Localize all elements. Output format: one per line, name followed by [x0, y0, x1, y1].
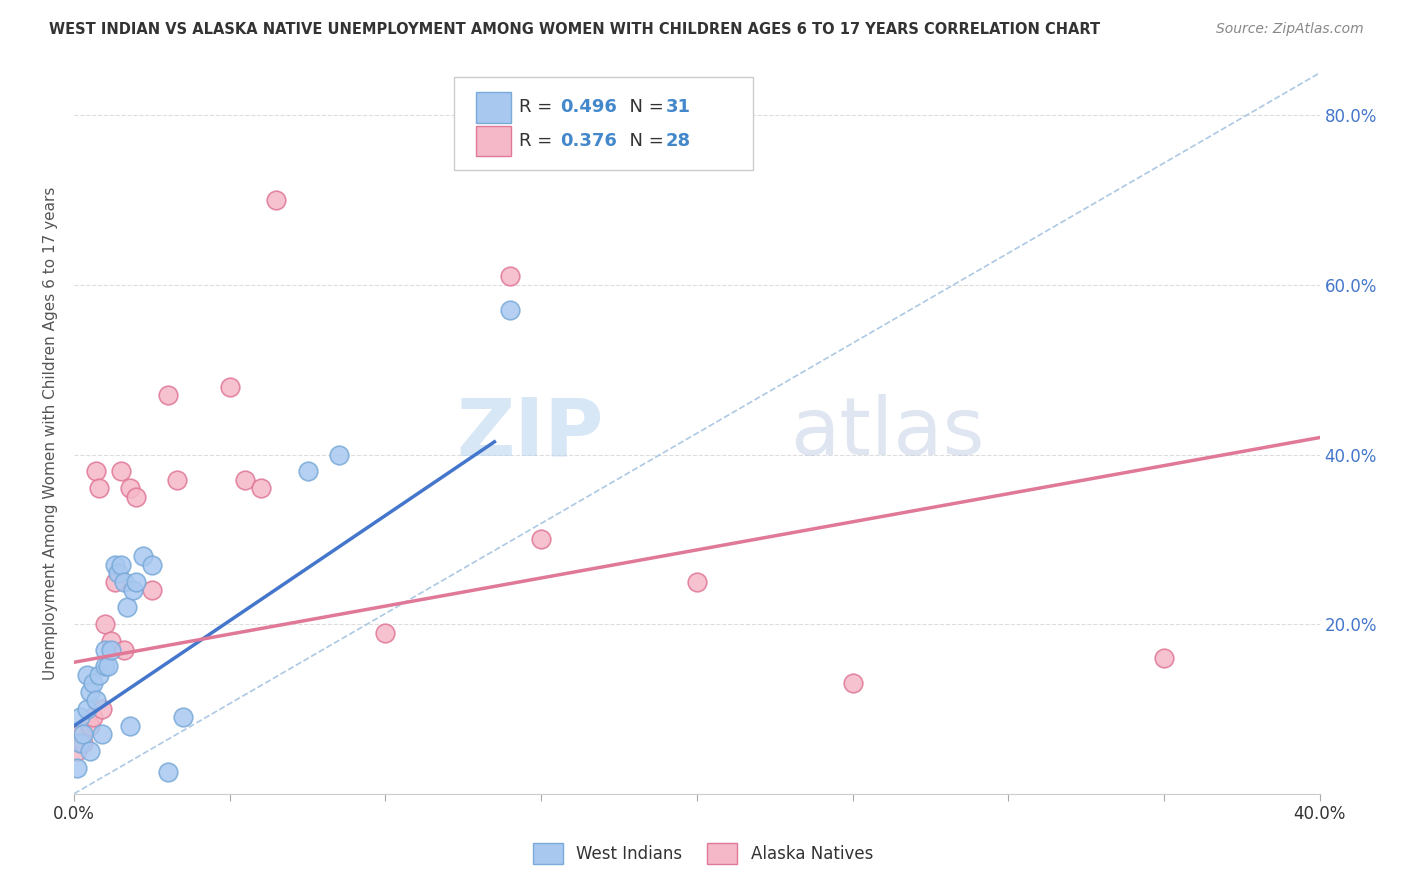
- Point: [233, 473, 256, 487]
- Text: 28: 28: [665, 132, 690, 150]
- FancyBboxPatch shape: [454, 77, 752, 170]
- Text: atlas: atlas: [790, 394, 984, 473]
- Point: [166, 473, 188, 487]
- Point: [79, 744, 101, 758]
- Point: [499, 269, 522, 284]
- FancyBboxPatch shape: [477, 93, 512, 123]
- Point: [328, 448, 350, 462]
- FancyBboxPatch shape: [477, 126, 512, 156]
- Point: [1153, 651, 1175, 665]
- Point: [91, 727, 114, 741]
- Text: R =: R =: [519, 98, 558, 116]
- Point: [94, 642, 117, 657]
- Point: [69, 710, 91, 724]
- Point: [156, 765, 179, 780]
- Point: [120, 719, 142, 733]
- Point: [69, 727, 91, 741]
- Point: [97, 659, 120, 673]
- Point: [79, 719, 101, 733]
- Text: N =: N =: [619, 132, 669, 150]
- Point: [87, 668, 110, 682]
- Point: [115, 600, 138, 615]
- Point: [125, 490, 148, 504]
- Point: [172, 710, 194, 724]
- Point: [110, 465, 132, 479]
- Point: [120, 482, 142, 496]
- Point: [374, 625, 396, 640]
- Point: [530, 533, 553, 547]
- Point: [69, 736, 91, 750]
- Text: 0.496: 0.496: [560, 98, 617, 116]
- Legend: West Indians, Alaska Natives: West Indians, Alaska Natives: [526, 837, 880, 871]
- Point: [141, 583, 163, 598]
- Point: [76, 668, 98, 682]
- Point: [103, 558, 125, 572]
- Point: [79, 685, 101, 699]
- Point: [250, 482, 273, 496]
- Point: [218, 380, 240, 394]
- Point: [72, 736, 94, 750]
- Point: [66, 744, 89, 758]
- Point: [66, 761, 89, 775]
- Point: [266, 193, 288, 207]
- Point: [100, 634, 122, 648]
- Point: [94, 617, 117, 632]
- Point: [131, 549, 153, 564]
- Point: [72, 727, 94, 741]
- Point: [100, 642, 122, 657]
- Point: [297, 465, 319, 479]
- Y-axis label: Unemployment Among Women with Children Ages 6 to 17 years: Unemployment Among Women with Children A…: [44, 186, 58, 680]
- Text: Source: ZipAtlas.com: Source: ZipAtlas.com: [1216, 22, 1364, 37]
- Point: [112, 642, 135, 657]
- Text: ZIP: ZIP: [456, 394, 603, 473]
- Point: [122, 583, 145, 598]
- Point: [841, 676, 863, 690]
- Point: [112, 574, 135, 589]
- Text: 0.376: 0.376: [560, 132, 617, 150]
- Point: [156, 388, 179, 402]
- Point: [76, 702, 98, 716]
- Point: [84, 465, 107, 479]
- Point: [103, 574, 125, 589]
- Point: [107, 566, 129, 581]
- Text: WEST INDIAN VS ALASKA NATIVE UNEMPLOYMENT AMONG WOMEN WITH CHILDREN AGES 6 TO 17: WEST INDIAN VS ALASKA NATIVE UNEMPLOYMEN…: [49, 22, 1101, 37]
- Point: [91, 702, 114, 716]
- Point: [82, 710, 104, 724]
- Text: 31: 31: [665, 98, 690, 116]
- Point: [141, 558, 163, 572]
- Text: R =: R =: [519, 132, 558, 150]
- Point: [87, 482, 110, 496]
- Point: [110, 558, 132, 572]
- Point: [82, 676, 104, 690]
- Text: N =: N =: [619, 98, 669, 116]
- Point: [84, 693, 107, 707]
- Point: [94, 659, 117, 673]
- Point: [499, 303, 522, 318]
- Point: [686, 574, 709, 589]
- Point: [125, 574, 148, 589]
